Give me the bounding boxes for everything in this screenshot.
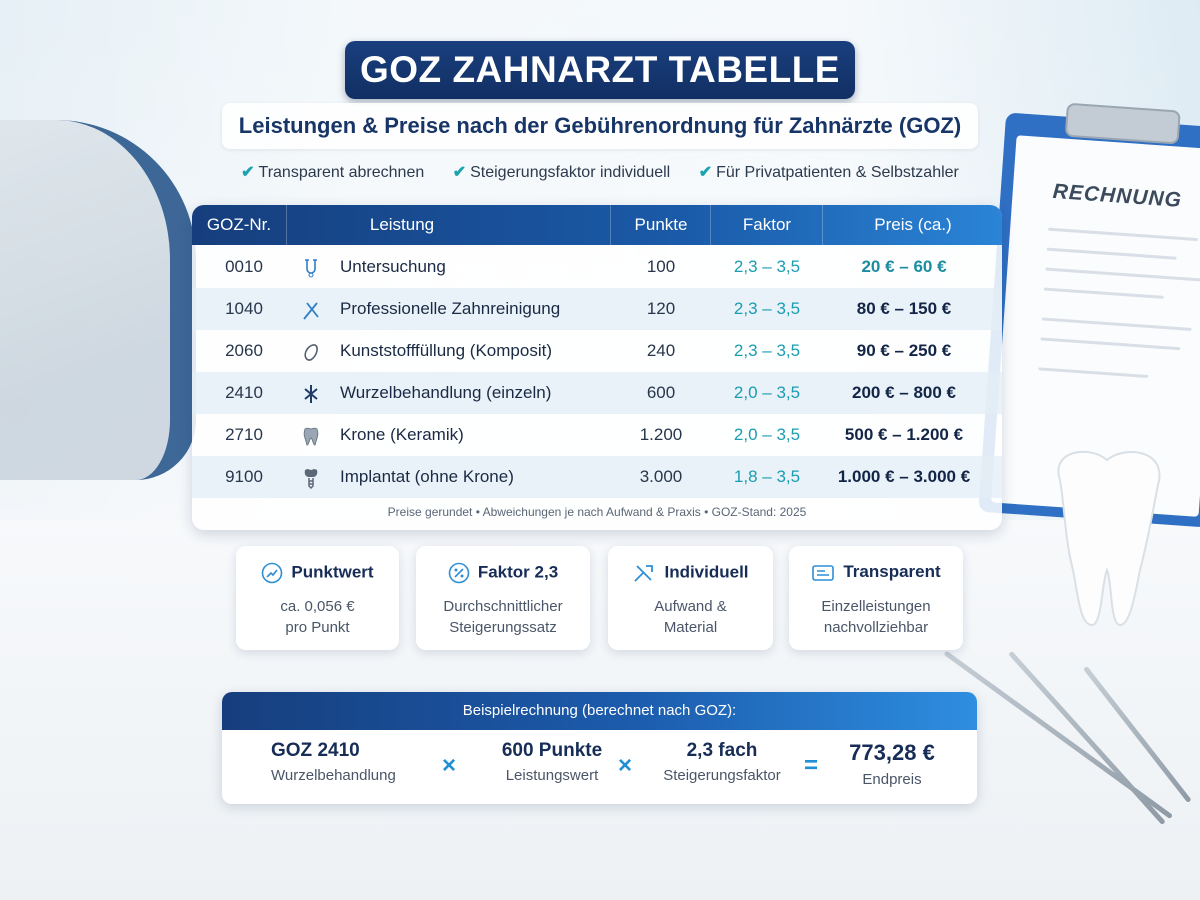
points-value: 600 <box>646 383 676 402</box>
page-title: GOZ ZAHNARZT TABELLE <box>345 41 855 99</box>
service-name: Wurzelbehandlung (einzeln) <box>340 383 552 402</box>
example-item: GOZ 2410 Wurzelbehandlung <box>271 740 396 784</box>
multiply-icon: × <box>618 752 633 779</box>
crown-tooth-icon <box>296 414 326 456</box>
clipboard-label: RECHNUNG <box>1052 179 1183 212</box>
info-card-transparent: Transparent Einzelleistungen nachvollzie… <box>789 546 963 650</box>
goz-number: 9100 <box>225 467 263 486</box>
service-name: Professionelle Zahnreinigung <box>340 299 561 318</box>
table-row: 0010 Untersuchung 100 2,3 – 3,5 20 € – 6… <box>192 246 1002 288</box>
example-result: 773,28 € Endpreis <box>849 740 935 788</box>
goz-number: 2410 <box>225 383 263 402</box>
goz-number: 2060 <box>225 341 263 360</box>
service-name: Untersuchung <box>340 257 446 276</box>
info-card-line: pro Punkt <box>285 619 350 636</box>
table-row: 2060 Kunststofffüllung (Komposit) 240 2,… <box>192 330 1002 372</box>
points-value: 100 <box>646 257 676 276</box>
invoice-icon <box>811 562 843 581</box>
column-header-preis: Preis (ca.) <box>822 205 1002 245</box>
factor-range: 1,8 – 3,5 <box>733 467 801 486</box>
goz-number: 1040 <box>225 299 263 318</box>
service-name: Krone (Keramik) <box>340 425 464 444</box>
factor-range: 2,3 – 3,5 <box>733 341 801 360</box>
service-name: Kunststofffüllung (Komposit) <box>340 341 552 360</box>
feature-item: ✔ Für Privatpatienten & Selbstzahler <box>698 164 959 181</box>
points-value: 1.200 <box>639 425 683 444</box>
example-factor: 2,3 fach Steigerungsfaktor <box>663 740 781 784</box>
table-row: 2410 Wurzelbehandlung (einzeln) 600 2,0 … <box>192 372 1002 414</box>
factor-range: 2,0 – 3,5 <box>733 383 801 402</box>
points-value: 240 <box>646 341 676 360</box>
clipboard-clip <box>1064 102 1181 145</box>
column-header-faktor: Faktor <box>710 205 823 245</box>
tools-icon <box>632 562 664 582</box>
price-range: 200 € – 800 € <box>852 383 956 402</box>
example-calculation: Beispielrechnung (berechnet nach GOZ): G… <box>222 692 977 804</box>
examination-icon <box>296 246 326 288</box>
table-row: 1040 Professionelle Zahnreinigung 120 2,… <box>192 288 1002 330</box>
service-name: Implantat (ohne Krone) <box>340 467 514 486</box>
info-card-title: Punktwert <box>291 562 374 582</box>
price-range: 500 € – 1.200 € <box>844 425 964 444</box>
goz-number: 2710 <box>225 425 263 444</box>
check-icon: ✔ <box>698 164 713 181</box>
implant-icon <box>296 456 326 498</box>
column-header-leistung: Leistung <box>286 205 517 245</box>
root-canal-icon <box>296 372 326 414</box>
example-heading: Beispielrechnung (berechnet nach GOZ): <box>222 692 977 730</box>
table-header: GOZ-Nr. Leistung Punkte Faktor Preis (ca… <box>192 205 1002 245</box>
table-footnote: Preise gerundet • Abweichungen je nach A… <box>387 505 807 519</box>
coin-chart-icon <box>261 562 291 584</box>
column-header-punkte: Punkte <box>610 205 711 245</box>
factor-range: 2,0 – 3,5 <box>733 425 801 444</box>
price-range: 90 € – 250 € <box>856 341 952 360</box>
table-row: 2710 Krone (Keramik) 1.200 2,0 – 3,5 500… <box>192 414 1002 456</box>
factor-range: 2,3 – 3,5 <box>733 299 801 318</box>
goz-number: 0010 <box>225 257 263 276</box>
percent-icon <box>448 562 478 584</box>
price-range: 1.000 € – 3.000 € <box>837 467 971 486</box>
tooth-model-icon <box>1057 450 1161 627</box>
feature-list: ✔ Transparent abrechnen ✔ Steigerungsfakto… <box>0 162 1200 182</box>
info-card-line: Durchschnittlicher <box>443 598 563 615</box>
dental-chair-image <box>0 120 196 480</box>
price-range: 20 € – 60 € <box>861 257 947 276</box>
info-card-line: nachvollziehbar <box>823 619 929 636</box>
example-points: 600 Punkte Leistungswert <box>501 740 603 784</box>
multiply-icon: × <box>442 752 457 779</box>
check-icon: ✔ <box>452 164 467 181</box>
table-row: 9100 Implantat (ohne Krone) 3.000 1,8 – … <box>192 456 1002 498</box>
price-range: 80 € – 150 € <box>856 299 952 318</box>
info-card-line: ca. 0,056 € <box>280 598 355 615</box>
factor-range: 2,3 – 3,5 <box>733 257 801 276</box>
info-card-line: Material <box>663 619 718 636</box>
info-card-line: Einzelleistungen <box>821 598 931 615</box>
info-card-faktor: Faktor 2,3 Durchschnittlicher Steigerung… <box>416 546 590 650</box>
equals-icon: = <box>804 752 819 779</box>
info-card-line: Aufwand & <box>654 598 727 615</box>
feature-item: ✔ Steigerungsfaktor individuell <box>452 164 671 181</box>
price-table: GOZ-Nr. Leistung Punkte Faktor Preis (ca… <box>192 205 1002 530</box>
page-subtitle: Leistungen & Preise nach der Gebührenord… <box>222 103 978 149</box>
feature-item: ✔ Transparent abrechnen <box>241 164 425 181</box>
column-header-nr: GOZ-Nr. <box>206 215 272 234</box>
cleaning-icon <box>296 288 326 330</box>
filling-icon <box>296 330 326 372</box>
info-card-individuell: Individuell Aufwand & Material <box>608 546 773 650</box>
info-card-title: Transparent <box>843 562 941 581</box>
info-card-title: Faktor 2,3 <box>477 562 559 582</box>
check-icon: ✔ <box>241 164 255 181</box>
points-value: 120 <box>646 299 676 318</box>
points-value: 3.000 <box>639 467 683 486</box>
info-card-line: Steigerungssatz <box>449 619 557 636</box>
info-card-punktwert: Punktwert ca. 0,056 € pro Punkt <box>236 546 399 650</box>
info-card-title: Individuell <box>664 562 749 582</box>
